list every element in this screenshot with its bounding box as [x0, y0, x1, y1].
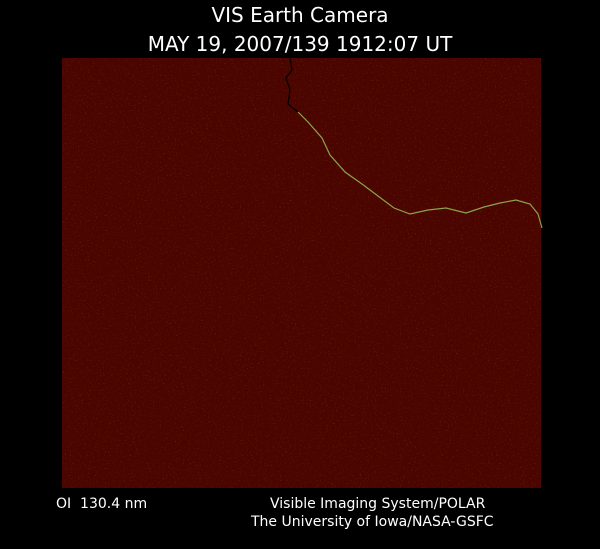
- credit-line: Visible Imaging System/POLAR: [270, 496, 486, 512]
- image-timestamp: MAY 19, 2007/139 1912:07 UT: [148, 32, 453, 56]
- image-title: VIS Earth Camera: [211, 3, 388, 27]
- coastline-dark: [285, 57, 299, 113]
- earth-image: [62, 57, 543, 488]
- filter-label: OI 130.4 nm: [56, 496, 147, 512]
- credit-line: The University of Iowa/NASA-GSFC: [250, 514, 494, 530]
- image-noise: [62, 58, 541, 488]
- coastline: [297, 111, 543, 229]
